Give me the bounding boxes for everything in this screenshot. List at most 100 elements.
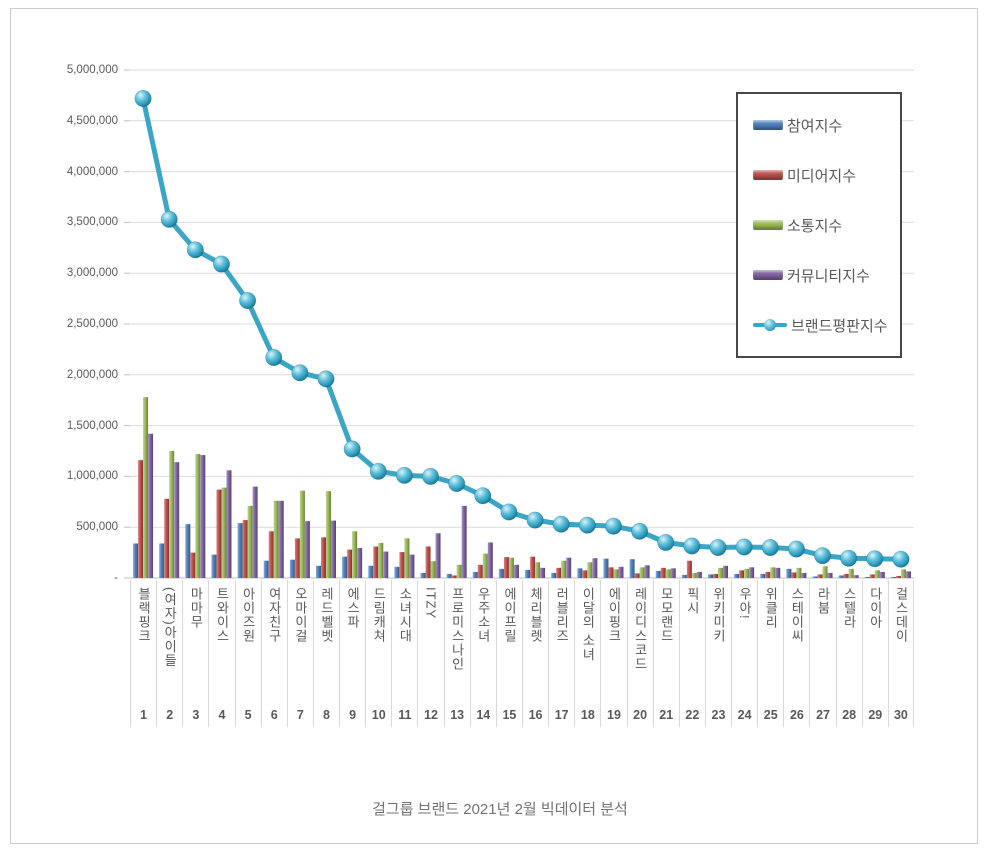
bars-커뮤니티지수 bbox=[148, 433, 911, 578]
category-label: 모모랜드 bbox=[658, 587, 674, 643]
category-rank: 18 bbox=[580, 708, 595, 722]
category-rank: 21 bbox=[659, 708, 674, 722]
category-cell: 레드벨벳 8 bbox=[312, 580, 339, 727]
reputation-marker bbox=[840, 549, 858, 567]
reputation-marker bbox=[317, 370, 335, 388]
bar bbox=[525, 569, 531, 578]
bar bbox=[435, 533, 441, 578]
y-tick-label: - bbox=[114, 572, 118, 584]
bar bbox=[368, 565, 374, 578]
x-axis: 블랙핑크 1 (여자)아이들 2 마마무 3 트와이스 4 아이즈원 5 여자친구 6 오마이걸 7 레드벨… bbox=[130, 580, 915, 727]
y-tick-label: 3,000,000 bbox=[66, 267, 118, 280]
category-label: 스테이씨 bbox=[789, 587, 805, 643]
bar bbox=[603, 558, 609, 578]
bar bbox=[681, 574, 687, 578]
bar bbox=[639, 567, 645, 578]
category-cell: 오마이걸 7 bbox=[286, 580, 313, 727]
category-cell: ITZY 12 bbox=[417, 580, 443, 727]
category-label: 블랙핑크 bbox=[136, 587, 152, 643]
bar bbox=[482, 553, 488, 578]
bar bbox=[456, 564, 462, 578]
bar bbox=[817, 574, 823, 578]
category-label: 드림캐쳐 bbox=[371, 587, 387, 643]
chart-caption: 걸그룹 브랜드 2021년 2월 빅데이터 분석 bbox=[372, 801, 628, 818]
category-rank: 7 bbox=[296, 708, 304, 722]
category-label: 아이즈원 bbox=[240, 587, 256, 643]
bar bbox=[608, 567, 614, 578]
bar bbox=[744, 568, 750, 578]
bar bbox=[718, 567, 723, 578]
bar bbox=[655, 570, 661, 578]
bar bbox=[321, 537, 326, 578]
bar bbox=[331, 520, 336, 578]
category-label: 프로미스나인 bbox=[449, 587, 465, 671]
category-rank: 27 bbox=[816, 708, 830, 722]
reputation-marker bbox=[448, 475, 466, 493]
reputation-marker bbox=[500, 503, 518, 521]
category-rank: 24 bbox=[737, 708, 752, 722]
category-label: 우주소녀 bbox=[475, 587, 491, 643]
media-bar-swatch-icon bbox=[753, 170, 783, 180]
legend: 참여지수 미디어지수 소통지수 커뮤니티지수 브랜드평판지수 bbox=[736, 92, 902, 358]
category-rank: 26 bbox=[789, 708, 804, 722]
bar bbox=[665, 569, 671, 578]
bar bbox=[399, 552, 405, 578]
category-cell: 에이핑크 19 bbox=[600, 580, 626, 727]
category-cell: 프로미스나인 13 bbox=[443, 580, 470, 727]
bar bbox=[749, 567, 755, 578]
bar bbox=[174, 462, 180, 578]
category-rank: 3 bbox=[192, 708, 200, 722]
category-cell: 트와이스 4 bbox=[208, 580, 234, 727]
bar bbox=[890, 576, 896, 578]
y-tick-label: 4,000,000 bbox=[66, 165, 118, 178]
bar bbox=[347, 549, 353, 578]
bar bbox=[378, 542, 384, 578]
bar bbox=[765, 571, 771, 578]
category-label: 오마이걸 bbox=[292, 587, 308, 643]
bar bbox=[853, 575, 859, 578]
bar bbox=[273, 500, 279, 578]
bar bbox=[556, 567, 562, 578]
bar bbox=[211, 554, 217, 578]
category-rank: 22 bbox=[685, 708, 700, 722]
bar bbox=[247, 505, 253, 578]
reputation-marker bbox=[631, 522, 649, 540]
category-cell: 에이프릴 15 bbox=[495, 580, 522, 727]
category-label: 이달의 소녀 bbox=[580, 587, 596, 662]
legend-label-reputation: 브랜드평판지수 bbox=[791, 317, 888, 335]
category-cell: 위키미키 23 bbox=[704, 580, 731, 727]
y-tick-label: 5,000,000 bbox=[66, 64, 118, 76]
bar bbox=[498, 568, 504, 578]
category-rank: 30 bbox=[893, 708, 908, 722]
bar bbox=[540, 567, 546, 578]
category-label: 에이프릴 bbox=[501, 587, 517, 643]
reputation-marker bbox=[422, 467, 440, 485]
bar bbox=[148, 433, 154, 578]
bar bbox=[566, 557, 572, 578]
legend-entry-media: 미디어지수 bbox=[753, 165, 900, 186]
bar bbox=[316, 565, 321, 578]
bar bbox=[895, 575, 901, 578]
bar bbox=[613, 569, 619, 578]
communication-bar-swatch-icon bbox=[753, 220, 783, 230]
bar bbox=[513, 564, 519, 578]
bar bbox=[159, 543, 165, 578]
category-rank: 20 bbox=[633, 708, 648, 722]
bar bbox=[879, 571, 885, 578]
category-cell: 스테이씨 26 bbox=[783, 580, 809, 727]
bar bbox=[551, 572, 557, 578]
reputation-marker bbox=[134, 89, 152, 107]
category-cell: 체리블렛 16 bbox=[522, 580, 548, 727]
reputation-marker bbox=[186, 241, 204, 259]
bar bbox=[342, 556, 348, 578]
category-rank: 12 bbox=[424, 708, 438, 722]
bar bbox=[289, 559, 295, 578]
bar bbox=[582, 570, 588, 578]
category-label: 트와이스 bbox=[214, 587, 230, 643]
category-label: 픽시 bbox=[684, 587, 700, 615]
category-cell: 마마무 3 bbox=[182, 580, 208, 727]
bar bbox=[796, 567, 802, 578]
bar bbox=[900, 569, 906, 578]
bar bbox=[708, 574, 713, 578]
y-tick-label: 2,000,000 bbox=[66, 368, 118, 381]
